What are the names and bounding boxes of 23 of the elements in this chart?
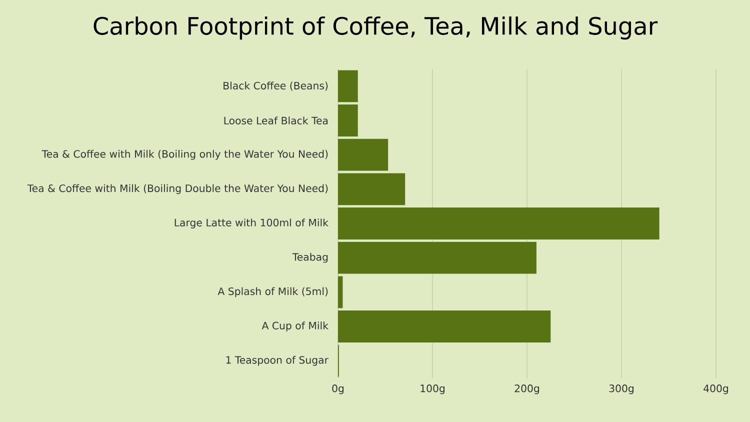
y-tick-label: A Splash of Milk (5ml) bbox=[218, 287, 328, 298]
bar bbox=[338, 208, 660, 240]
bar bbox=[338, 310, 551, 342]
x-tick-label: 200g bbox=[514, 384, 540, 394]
bar bbox=[338, 138, 388, 171]
y-tick-label: Black Coffee (Beans) bbox=[224, 82, 328, 91]
y-tick-label: Large Latte with 100ml of Milk bbox=[174, 218, 328, 228]
bar bbox=[338, 104, 358, 136]
bar bbox=[338, 242, 536, 274]
y-tick-label: Tea & Coffee with Milk (Boiling only the Water You Need) bbox=[42, 150, 328, 160]
y-tick-label: Loose Leaf Black Tea bbox=[224, 116, 328, 124]
bar bbox=[338, 276, 343, 308]
bar bbox=[338, 70, 358, 102]
x-tick-label: 300g bbox=[609, 384, 634, 394]
bar bbox=[338, 173, 406, 206]
y-tick-label: Tea & Coffee with Milk (Boiling Double the Water You Need) bbox=[27, 184, 328, 194]
chart-title: Carbon Footprint of Coffee, Tea, Milk and Sugar bbox=[94, 16, 658, 40]
x-tick-label: 400g bbox=[704, 384, 728, 394]
x-tick-label: 0g bbox=[332, 384, 344, 394]
x-tick-label: 100g bbox=[420, 384, 445, 394]
y-tick-label: A Cup of Milk bbox=[262, 322, 328, 332]
y-tick-label: Teabag bbox=[292, 252, 328, 263]
y-tick-label: 1 Teaspoon of Sugar bbox=[226, 356, 328, 366]
